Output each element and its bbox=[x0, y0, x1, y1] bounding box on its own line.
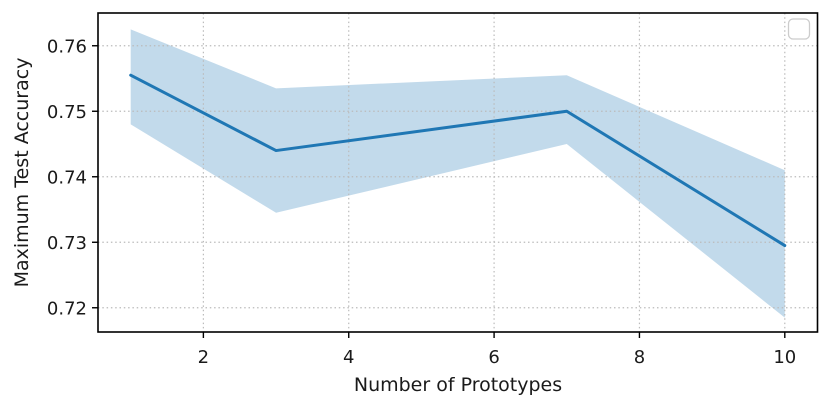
axes-frame bbox=[97, 12, 819, 333]
x-tick-label: 2 bbox=[198, 347, 209, 368]
confidence-band-layer bbox=[130, 29, 785, 318]
x-tick-label: 8 bbox=[634, 347, 645, 368]
tick-layer bbox=[92, 45, 786, 338]
y-tick-label: 0.73 bbox=[47, 233, 87, 254]
y-tick-label: 0.72 bbox=[47, 298, 87, 319]
tick-label-layer: 0.72 0.73 0.74 0.75 0.76 2 4 6 8 10 bbox=[47, 36, 796, 368]
y-tick-label: 0.75 bbox=[47, 102, 87, 123]
x-tick-label: 6 bbox=[488, 347, 499, 368]
data-line-layer bbox=[129, 73, 787, 248]
y-tick-label: 0.76 bbox=[47, 36, 87, 57]
x-tick-label: 10 bbox=[773, 347, 796, 368]
data-line bbox=[129, 73, 787, 248]
confidence-band bbox=[130, 29, 785, 318]
y-tick-label: 0.74 bbox=[47, 167, 87, 188]
gridline-layer bbox=[98, 13, 818, 332]
axes-frame-layer bbox=[97, 12, 819, 333]
y-axis-label: Maximum Test Accuracy bbox=[11, 58, 33, 288]
x-tick-label: 4 bbox=[343, 347, 354, 368]
legend-box[interactable] bbox=[787, 18, 811, 40]
x-axis-label: Number of Prototypes bbox=[354, 374, 562, 396]
